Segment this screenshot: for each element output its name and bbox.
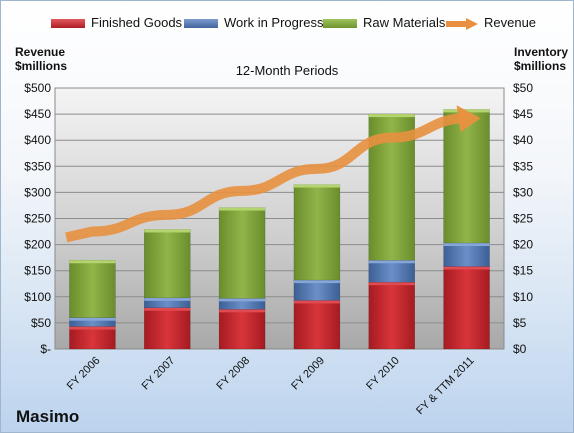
right-axis-title: Inventory $millions [514,45,568,73]
bar-finished-goods [293,300,341,350]
right-tick-label: $5 [513,316,527,330]
left-tick-label: $50 [31,316,51,330]
x-tick-label: FY 2008 [214,355,252,393]
left-tick-label: $200 [24,238,51,252]
right-tick-label: $50 [513,81,533,95]
right-tick-label: $10 [513,290,533,304]
bar-raw-materials-top [293,184,340,188]
bar-raw-materials [293,184,341,281]
right-tick-label: $30 [513,185,533,199]
legend-item-raw-materials: Raw Materials [323,15,445,30]
right-tick-label: $20 [513,238,533,252]
bar-work-in-progress [443,242,490,267]
bar-work-in-progress [368,260,415,283]
bar-raw-materials [218,207,266,299]
legend-arrow-icon [446,18,478,30]
legend-swatch-work-in-progress [184,19,218,28]
left-tick-label: $350 [24,159,51,173]
bar-raw-materials-top [219,207,266,211]
right-tick-label: $35 [513,159,533,173]
x-tick-label: FY 2010 [364,355,402,393]
bar-finished-goods [144,307,191,350]
x-tick-label: FY 2007 [140,355,178,393]
right-tick-label: $40 [513,133,533,147]
bar-finished-goods [368,281,415,350]
left-tick-label: $150 [24,264,51,278]
left-tick-label: $400 [24,133,51,147]
left-tick-label: $100 [24,290,51,304]
bar-finished-goods [69,326,116,350]
x-tick-label: FY 2006 [65,355,103,393]
bar-finished-goods [443,266,490,350]
bar-finished-goods [218,309,266,350]
x-tick-label: FY 2009 [289,355,327,393]
bar-finished-goods-top [368,282,415,286]
legend-label-revenue: Revenue [484,15,537,30]
legend-label-finished-goods: Finished Goods [91,15,183,30]
right-axis-title-line2: $millions [514,59,567,73]
left-tick-label: $250 [24,212,51,226]
right-tick-label: $15 [513,264,533,278]
x-tick-label: FY & TTM 2011 [414,355,477,418]
legend: Finished Goods Work in Progress Raw Mate… [1,15,573,35]
left-axis-title-line2: $millions [15,59,68,73]
bar-work-in-progress-top [219,298,266,302]
bar-finished-goods-top [443,266,490,270]
right-tick-label: $0 [513,342,527,356]
right-tick-label: $45 [513,107,533,121]
bar-raw-materials [144,229,191,299]
left-tick-label: $- [40,342,51,356]
bar-raw-materials-top [144,229,191,233]
bar-finished-goods-top [69,326,116,330]
bar-work-in-progress-top [144,297,191,301]
bar-raw-materials [443,109,490,244]
right-axis-title-line1: Inventory [514,45,569,59]
legend-label-raw-materials: Raw Materials [363,15,446,30]
left-axis-title: Revenue $millions [15,45,67,73]
left-tick-label: $500 [24,81,51,95]
legend-item-finished-goods: Finished Goods [51,15,182,30]
company-name: Masimo [16,407,80,426]
bar-raw-materials [69,260,116,318]
legend-swatch-raw-materials [323,19,357,28]
left-tick-label: $300 [24,185,51,199]
chart-subtitle: 12-Month Periods [235,63,339,78]
bar-finished-goods-top [219,309,266,313]
legend-item-revenue: Revenue [444,15,536,30]
left-tick-label: $450 [24,107,51,121]
legend-label-work-in-progress: Work in Progress [224,15,324,30]
bar-raw-materials-top [368,114,415,118]
revenue-arrowhead [456,105,481,133]
legend-swatch-finished-goods [51,19,85,28]
right-tick-label: $25 [513,212,533,226]
bar-work-in-progress-top [443,243,490,247]
bar-finished-goods-top [144,307,191,311]
legend-item-work-in-progress: Work in Progress [184,15,323,30]
revenue-line [65,113,467,243]
bar-raw-materials-top [69,260,116,264]
bar-work-in-progress-top [69,317,116,321]
bar-work-in-progress-top [293,280,340,284]
bar-work-in-progress-top [368,260,415,264]
left-axis-title-line1: Revenue [15,45,66,59]
bar-finished-goods-top [293,300,340,304]
bar-work-in-progress [293,279,341,301]
